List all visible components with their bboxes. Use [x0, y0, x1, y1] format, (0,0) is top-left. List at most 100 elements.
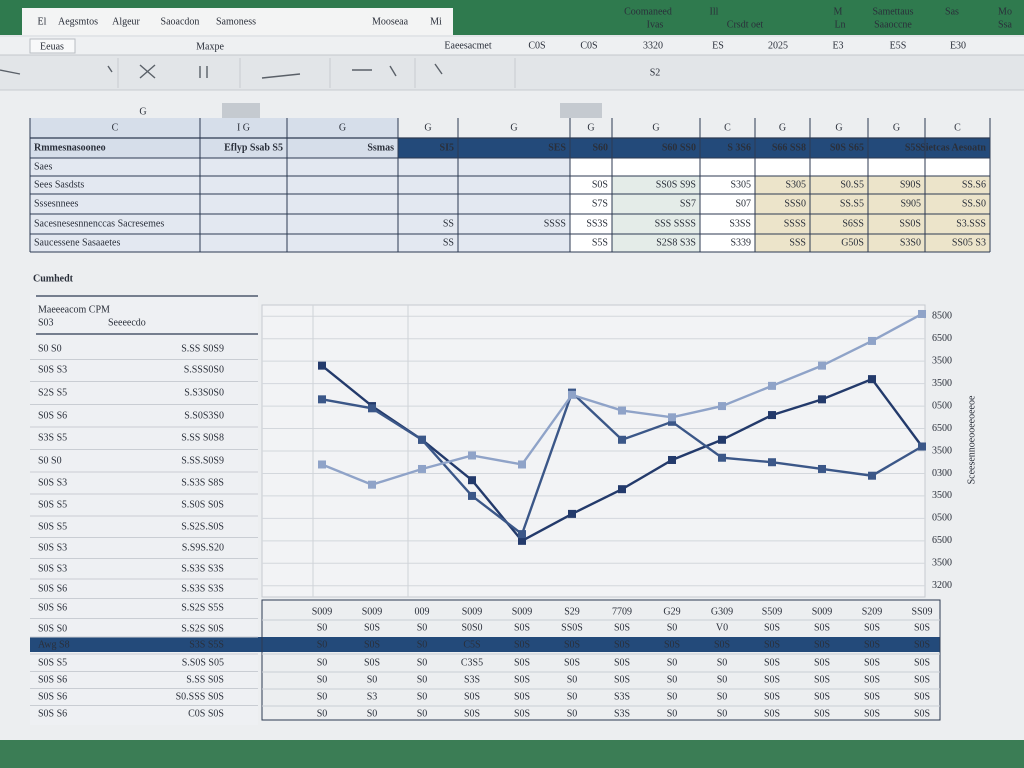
bottom-cell: S0S	[614, 639, 630, 650]
ribbon-tab[interactable]: Aegsmtos	[58, 16, 98, 27]
ribbon-label: Ssa	[998, 19, 1012, 30]
y-tick-label: 6500	[932, 333, 952, 344]
column-letter: C	[112, 122, 119, 133]
list-value: S.S3S S3S	[181, 563, 224, 574]
list-code: S0S S3	[38, 563, 67, 574]
list-value: S.SS S0S9	[181, 343, 224, 354]
bottom-cell: S0S	[664, 639, 680, 650]
table-cell: S305	[785, 179, 806, 190]
bottom-cell: S0	[317, 674, 328, 685]
formula-cell: C0S	[580, 40, 597, 51]
list-code: S3S S5	[38, 432, 67, 443]
list-value: S.S0S3S0	[184, 410, 224, 421]
list-value: S.SS S0S	[186, 674, 224, 685]
table-header-cell: Sietcas Aesoatn	[920, 142, 986, 153]
ribbon-tab[interactable]: Mi	[430, 16, 442, 27]
x-tick-label: G29	[663, 606, 680, 617]
name-box-text: Eeuas	[40, 41, 64, 52]
y-tick-label: 0500	[932, 400, 952, 411]
ribbon-tab[interactable]: Mooseaa	[372, 16, 409, 27]
ribbon-tab[interactable]: Samoness	[216, 16, 256, 27]
bottom-cell: S0S	[864, 657, 880, 668]
bottom-cell: S0S	[614, 622, 630, 633]
list-value: S.S3S S3S	[181, 583, 224, 594]
data-point	[718, 453, 726, 462]
table-cell: S2S8 S3S	[656, 237, 696, 248]
data-point	[368, 404, 376, 413]
table-header-cell: S60 SS0	[662, 142, 696, 153]
list-head: Seeeecdo	[108, 317, 146, 328]
list-head: S03	[38, 317, 54, 328]
bottom-cell: S3S	[614, 708, 630, 719]
table-cell: Sees Sasdsts	[34, 179, 84, 190]
list-code: S0S S6	[38, 674, 67, 685]
table-cell: SS.S0	[962, 198, 986, 209]
data-point	[518, 536, 526, 545]
y-tick-label: 3500	[932, 445, 952, 456]
bottom-cell: S0S	[914, 691, 930, 702]
data-point	[668, 417, 676, 426]
column-letter: C	[724, 122, 731, 133]
bottom-cell: S0	[667, 622, 678, 633]
table-cell: S305	[730, 179, 751, 190]
name-box	[29, 38, 76, 54]
data-point	[768, 411, 776, 420]
toolbar-icon	[389, 65, 397, 77]
list-value: S.SS S0S8	[181, 432, 224, 443]
list-code: S0S S6	[38, 691, 67, 702]
bottom-cell: S0S	[914, 622, 930, 633]
bottom-cell: S0	[717, 657, 728, 668]
table-cell: G50S	[841, 237, 864, 248]
table-header-cell: S66 SS8	[772, 142, 806, 153]
x-tick-label: S29	[564, 606, 580, 617]
ribbon-panel	[22, 8, 453, 35]
bottom-cell: S0	[717, 708, 728, 719]
column-letter: G	[779, 122, 786, 133]
ribbon-label: Ivas	[647, 19, 664, 30]
list-code: S0S S3	[38, 542, 67, 553]
table-cell: S0.S5	[840, 179, 864, 190]
list-value: S3S S5S	[189, 639, 224, 650]
table-header-cell: S0S S65	[830, 142, 864, 153]
bottom-cell: S0S	[814, 674, 830, 685]
toolbar-icon	[0, 69, 21, 75]
bottom-cell: S0	[667, 674, 678, 685]
table-cell: SS0S	[899, 218, 921, 229]
ribbon-tab[interactable]: Algeur	[112, 16, 140, 27]
bottom-cell: S3	[367, 691, 378, 702]
ribbon-tab[interactable]: Saoacdon	[161, 16, 200, 27]
ribbon-tab[interactable]: El	[38, 16, 47, 27]
cell-header	[560, 103, 602, 118]
column-letter: G	[510, 122, 517, 133]
table-header-cell: SI5	[440, 142, 454, 153]
table-header-cell: Ssmas	[367, 142, 394, 153]
table-cell: SS0S S9S	[656, 179, 696, 190]
data-point	[468, 491, 476, 500]
bottom-cell: S0	[417, 691, 428, 702]
list-value: S.S3S S8S	[181, 477, 224, 488]
bottom-cell: S0S	[914, 674, 930, 685]
bottom-cell: S0S	[864, 622, 880, 633]
bottom-cell: S0S	[714, 639, 730, 650]
list-code: S0S S3	[38, 364, 67, 375]
formula-cell: E30	[950, 40, 966, 51]
list-panel	[30, 295, 258, 725]
bottom-cell: S0	[317, 639, 328, 650]
bottom-cell: S0	[317, 657, 328, 668]
ribbon-label: Coomaneed	[624, 6, 672, 17]
formula-row	[0, 37, 1024, 55]
chart-title: Cumhedt	[33, 273, 74, 284]
toolbar-icon	[434, 63, 443, 75]
ribbon-label: Sas	[945, 6, 959, 17]
formula-cell: 2025	[768, 40, 788, 51]
table-cell: Saes	[34, 161, 52, 172]
bottom-cell: S0S	[764, 674, 780, 685]
y-tick-label: 0300	[932, 468, 952, 479]
y-tick-label: 3500	[932, 378, 952, 389]
data-point	[718, 435, 726, 444]
table-cell: SSSS	[784, 218, 806, 229]
bottom-cell: S0S	[514, 639, 530, 650]
data-point	[818, 395, 826, 404]
table-cell: SS3S	[586, 218, 608, 229]
toolbar-icon	[107, 65, 113, 73]
